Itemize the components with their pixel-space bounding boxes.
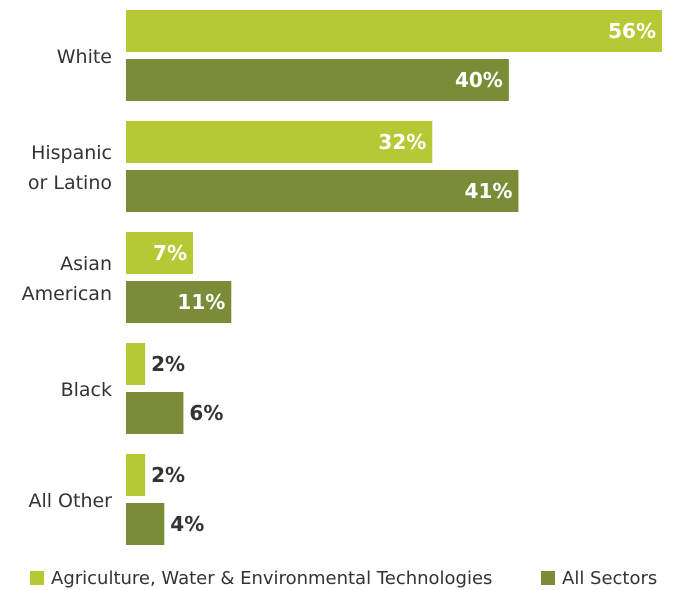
bar xyxy=(126,454,146,496)
bar xyxy=(126,281,232,323)
category-label: Hispanic xyxy=(31,142,112,164)
data-label: 2% xyxy=(151,463,185,487)
bar xyxy=(126,59,509,101)
data-label: 11% xyxy=(177,290,225,314)
category-label: American xyxy=(22,283,112,305)
data-label: 32% xyxy=(378,130,426,154)
legend-swatch-series-1 xyxy=(30,571,44,585)
category-label: All Other xyxy=(28,490,112,512)
category-label: White xyxy=(57,46,112,68)
bar xyxy=(126,121,433,163)
bar xyxy=(126,232,193,274)
legend-label-series-2: All Sectors xyxy=(562,567,658,589)
data-label: 4% xyxy=(170,512,204,536)
legend-label-series-1: Agriculture, Water & Environmental Techn… xyxy=(51,567,493,589)
category-label: Asian xyxy=(60,253,112,275)
data-label: 2% xyxy=(151,352,185,376)
bar xyxy=(126,392,184,434)
data-label: 7% xyxy=(153,241,187,265)
bar xyxy=(126,343,146,385)
legend-swatch-series-2 xyxy=(541,571,555,585)
bar xyxy=(126,503,165,545)
legend-item-series-1: Agriculture, Water & Environmental Techn… xyxy=(30,566,492,590)
legend: Agriculture, Water & Environmental Techn… xyxy=(0,566,677,590)
data-label: 41% xyxy=(465,179,513,203)
bar xyxy=(126,170,519,212)
data-label: 56% xyxy=(608,19,656,43)
data-label: 6% xyxy=(189,401,223,425)
data-label: 40% xyxy=(455,68,503,92)
bar xyxy=(126,10,662,52)
category-label: Black xyxy=(61,379,112,401)
category-label: or Latino xyxy=(28,172,112,194)
legend-item-series-2: All Sectors xyxy=(541,566,657,590)
